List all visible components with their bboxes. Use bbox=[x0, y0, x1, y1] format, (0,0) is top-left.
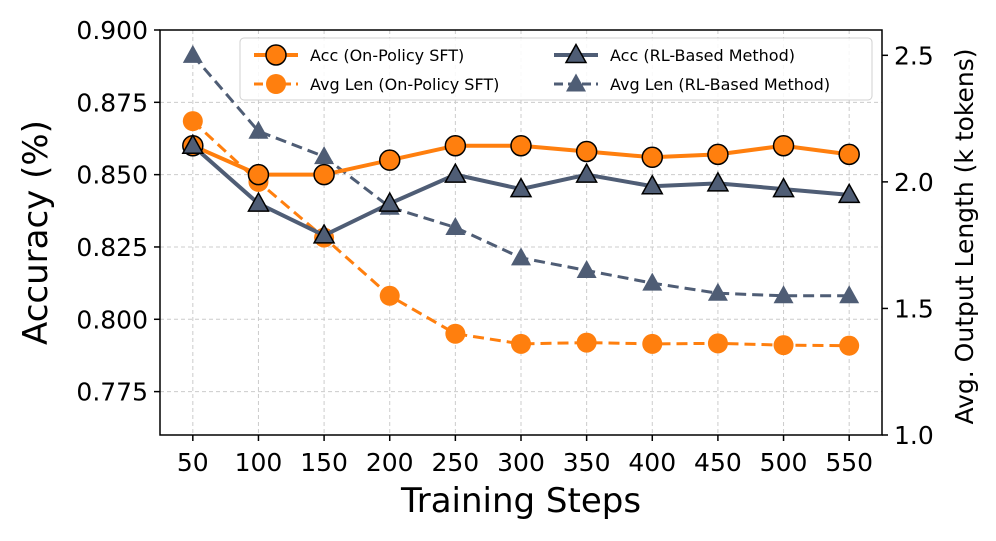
y-left-tick-label: 0.800 bbox=[76, 305, 148, 334]
data-point bbox=[642, 272, 663, 291]
legend-marker bbox=[266, 74, 286, 94]
x-tick-label: 400 bbox=[628, 448, 676, 477]
data-point bbox=[378, 149, 401, 171]
data-point bbox=[641, 146, 664, 169]
axes: 50 100 150 200 250 300 350 400 450 500 550 0.775 0.8… bbox=[16, 16, 979, 521]
data-point bbox=[575, 140, 598, 163]
data-point bbox=[182, 111, 203, 132]
x-tick-label: 200 bbox=[366, 448, 414, 477]
y-right-tick-label: 1.0 bbox=[894, 421, 934, 450]
data-point bbox=[642, 333, 663, 354]
data-point bbox=[837, 182, 861, 204]
legend-item: Acc (On-Policy SFT) bbox=[254, 44, 464, 66]
x-tick-label: 550 bbox=[825, 448, 873, 477]
data-point bbox=[510, 134, 532, 157]
data-point bbox=[378, 191, 402, 212]
data-point bbox=[509, 177, 533, 198]
legend-marker bbox=[265, 44, 287, 66]
data-point bbox=[575, 162, 598, 183]
x-tick-label: 100 bbox=[235, 448, 283, 477]
data-point bbox=[707, 282, 728, 301]
legend-item: Avg Len (RL-Based Method) bbox=[554, 73, 830, 94]
data-point bbox=[314, 146, 335, 165]
legend-item: Acc (RL-Based Method) bbox=[554, 42, 795, 65]
data-point bbox=[576, 259, 597, 278]
x-tick-label: 350 bbox=[563, 448, 611, 477]
data-point bbox=[247, 191, 270, 212]
data-point bbox=[773, 285, 794, 304]
x-tick-label: 500 bbox=[760, 448, 808, 477]
y-right-axis-title: Avg. Output Length (k tokens) bbox=[950, 48, 979, 424]
data-point bbox=[838, 143, 860, 166]
data-point bbox=[576, 332, 597, 353]
series-line bbox=[191, 120, 850, 348]
series-acc-rl-based-method bbox=[181, 133, 861, 244]
data-point bbox=[772, 134, 795, 157]
legend-label: Avg Len (RL-Based Method) bbox=[610, 75, 830, 94]
legend-marker bbox=[566, 73, 586, 92]
y-right-tick-label: 2.5 bbox=[894, 41, 934, 70]
legend-marker bbox=[564, 42, 588, 64]
legend-label: Acc (RL-Based Method) bbox=[610, 46, 795, 65]
data-point bbox=[839, 285, 860, 304]
x-tick-label: 250 bbox=[432, 448, 480, 477]
data-point bbox=[511, 247, 531, 266]
series-layer bbox=[181, 44, 861, 356]
data-point bbox=[379, 285, 400, 306]
data-point bbox=[444, 134, 467, 157]
data-point bbox=[772, 177, 795, 198]
legend: Acc (On-Policy SFT) Avg Len (On-Policy SF… bbox=[239, 37, 873, 101]
data-point bbox=[313, 163, 335, 186]
x-tick-label: 300 bbox=[497, 448, 545, 477]
y-left-tick-label: 0.775 bbox=[76, 378, 148, 407]
legend-item: Avg Len (On-Policy SFT) bbox=[254, 74, 499, 94]
y-right-tick-label: 1.5 bbox=[894, 294, 934, 323]
y-left-tick-label: 0.850 bbox=[76, 161, 148, 190]
data-point bbox=[445, 323, 466, 344]
data-point bbox=[312, 223, 336, 244]
data-point bbox=[445, 216, 466, 235]
data-point bbox=[182, 44, 203, 63]
data-point bbox=[640, 174, 664, 195]
data-point bbox=[247, 163, 270, 186]
data-point bbox=[511, 333, 531, 354]
data-point bbox=[248, 120, 269, 139]
data-point bbox=[707, 333, 728, 354]
data-point bbox=[839, 335, 860, 356]
data-point bbox=[707, 143, 729, 166]
x-axis-title: Training Steps bbox=[400, 481, 641, 521]
series-acc-on-policy-sft bbox=[182, 134, 860, 186]
y-left-tick-label: 0.825 bbox=[76, 233, 148, 262]
x-tick-label: 150 bbox=[300, 448, 348, 477]
data-point bbox=[444, 162, 467, 183]
x-tick-label: 450 bbox=[694, 448, 742, 477]
x-tick-label: 50 bbox=[177, 448, 209, 477]
legend-label: Acc (On-Policy SFT) bbox=[310, 46, 464, 65]
data-point bbox=[181, 133, 205, 154]
legend-box bbox=[239, 37, 873, 101]
data-point bbox=[706, 171, 730, 192]
legend-label: Avg Len (On-Policy SFT) bbox=[310, 75, 499, 94]
grid bbox=[160, 29, 882, 435]
y-left-tick-label: 0.875 bbox=[76, 88, 148, 117]
y-right-tick-label: 2.0 bbox=[894, 168, 934, 197]
y-left-axis-title: Accuracy (%) bbox=[16, 120, 56, 345]
data-point bbox=[773, 335, 794, 356]
y-left-tick-label: 0.900 bbox=[76, 16, 148, 45]
